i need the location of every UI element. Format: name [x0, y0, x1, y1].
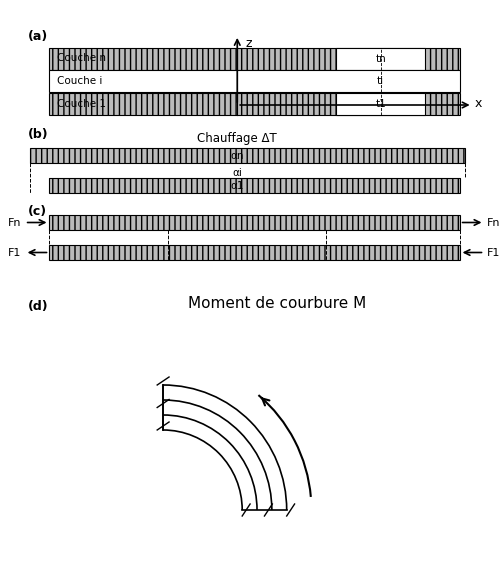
Bar	[49, 178, 460, 193]
Text: (d): (d)	[28, 300, 48, 313]
Text: α1: α1	[230, 181, 244, 191]
Text: x: x	[474, 96, 482, 109]
Text: (b): (b)	[28, 128, 48, 141]
Text: F1: F1	[487, 248, 501, 257]
Text: (a): (a)	[28, 30, 48, 43]
Bar	[49, 93, 460, 115]
Bar	[49, 70, 460, 92]
Text: z: z	[245, 37, 252, 50]
Text: Couche 1: Couche 1	[57, 99, 106, 109]
Bar	[336, 48, 425, 70]
Text: Couche n: Couche n	[57, 53, 106, 63]
Text: Fn: Fn	[487, 217, 501, 228]
Text: Chauffage ΔT: Chauffage ΔT	[197, 132, 277, 145]
Text: tn: tn	[375, 54, 386, 64]
Bar	[49, 245, 460, 260]
Text: t1: t1	[375, 99, 386, 109]
Bar	[336, 93, 425, 115]
Text: ti: ti	[377, 76, 384, 86]
Text: F1: F1	[9, 248, 22, 257]
Text: Moment de courbure M: Moment de courbure M	[188, 296, 366, 311]
Bar	[49, 48, 460, 70]
Text: Couche i: Couche i	[57, 76, 103, 86]
Bar	[49, 215, 460, 230]
Bar	[30, 148, 465, 163]
Text: Fn: Fn	[8, 217, 22, 228]
Text: αi: αi	[232, 168, 242, 178]
Text: (c): (c)	[28, 205, 47, 218]
Text: αn: αn	[230, 151, 244, 161]
